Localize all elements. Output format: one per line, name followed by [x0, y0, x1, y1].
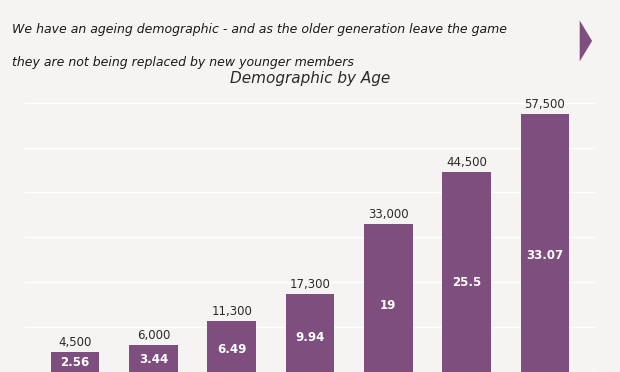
Text: 11,300: 11,300 [211, 305, 252, 318]
Bar [443, 172, 491, 372]
Text: 25.5: 25.5 [452, 276, 481, 289]
Bar [51, 352, 99, 372]
Text: 6.49: 6.49 [217, 343, 246, 356]
Polygon shape [580, 20, 592, 61]
Text: 3.44: 3.44 [139, 353, 168, 366]
Text: 57,500: 57,500 [525, 98, 565, 111]
Text: 33,000: 33,000 [368, 208, 409, 221]
Text: 6,000: 6,000 [136, 329, 170, 342]
Bar [364, 224, 413, 372]
Text: We have an ageing demographic - and as the older generation leave the game: We have an ageing demographic - and as t… [12, 23, 507, 36]
Text: Demographic by Age: Demographic by Age [230, 71, 390, 86]
Text: 19: 19 [380, 299, 397, 312]
Text: they are not being replaced by new younger members: they are not being replaced by new young… [12, 56, 354, 69]
Bar [521, 114, 569, 372]
Text: 9.94: 9.94 [295, 331, 325, 344]
Bar [129, 345, 177, 372]
Text: 44,500: 44,500 [446, 156, 487, 169]
Text: 33.07: 33.07 [526, 249, 564, 262]
Bar [286, 294, 334, 372]
Text: 2.56: 2.56 [60, 356, 90, 369]
Bar [207, 321, 256, 372]
Text: 17,300: 17,300 [290, 278, 330, 291]
Text: 4,500: 4,500 [58, 336, 92, 349]
